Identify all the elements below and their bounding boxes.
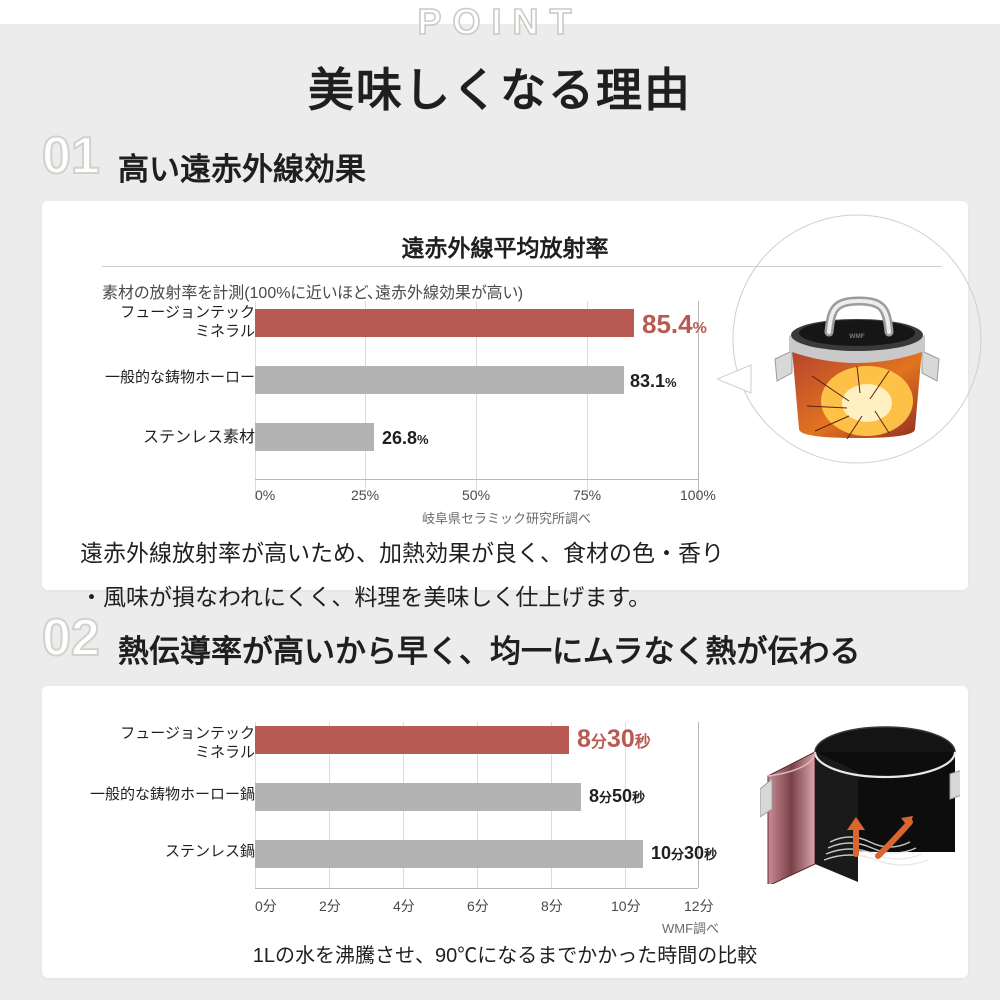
svg-text:WMF: WMF: [849, 333, 865, 340]
